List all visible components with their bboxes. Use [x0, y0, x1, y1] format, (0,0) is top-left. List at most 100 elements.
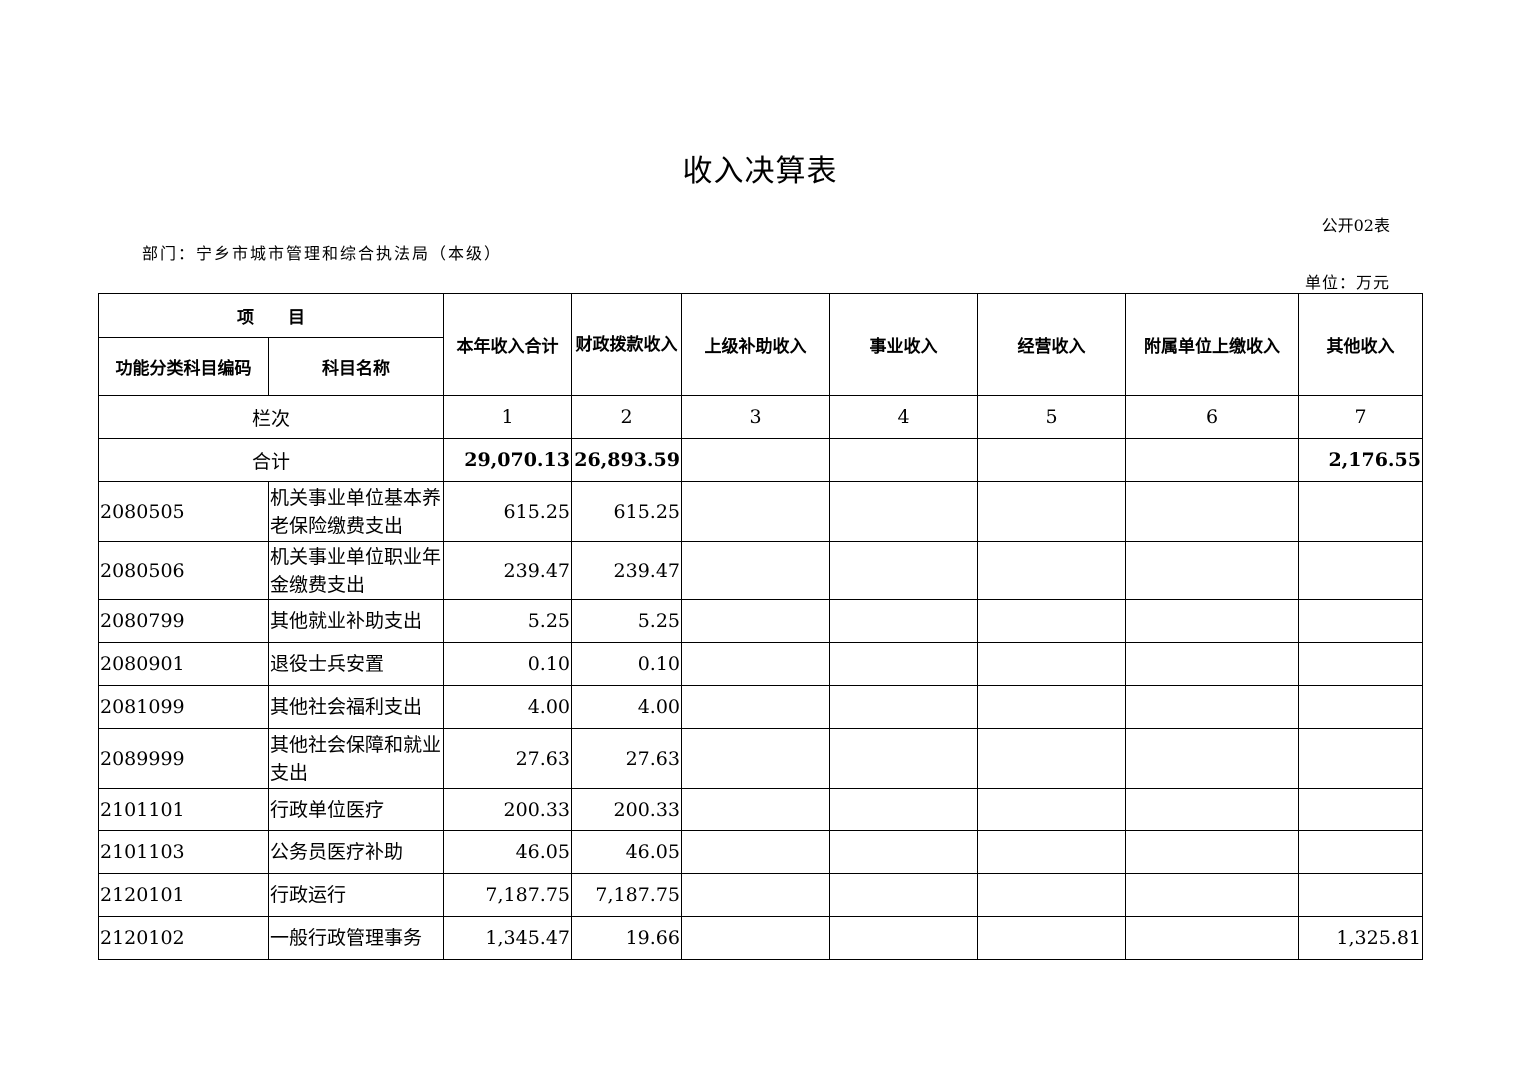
header-col-1: 本年收入合计: [443, 293, 572, 396]
row-value: [829, 916, 978, 960]
unit-label: 单位：万元: [1304, 273, 1390, 292]
row-value: [829, 685, 978, 729]
table-row: 2080506 机关事业单位职业年金缴费支出 239.47 239.47: [98, 541, 1423, 600]
row-code: 2080799: [98, 599, 269, 643]
row-name: 一般行政管理事务: [268, 916, 444, 960]
row-value: [1298, 642, 1423, 686]
row-value: [681, 873, 830, 917]
column-index: 6: [1125, 395, 1299, 439]
row-value: 0.10: [571, 642, 682, 686]
table-row: 2120102 一般行政管理事务 1,345.47 19.66 1,325.81: [98, 916, 1423, 960]
header-col-6: 附属单位上缴收入: [1125, 293, 1299, 396]
row-value: [681, 728, 830, 789]
row-name: 其他就业补助支出: [268, 599, 444, 643]
column-index: 1: [443, 395, 572, 439]
total-value: [1125, 438, 1299, 482]
header-col-3: 上级补助收入: [681, 293, 830, 396]
row-value: [1125, 685, 1299, 729]
row-value: 46.05: [443, 830, 572, 874]
row-value: [681, 541, 830, 600]
row-value: [977, 685, 1126, 729]
total-value: [977, 438, 1126, 482]
row-value: [977, 788, 1126, 831]
row-value: 27.63: [571, 728, 682, 789]
total-label: 合计: [98, 438, 444, 482]
row-value: [829, 873, 978, 917]
row-code: 2089999: [98, 728, 269, 789]
row-value: 46.05: [571, 830, 682, 874]
row-value: 200.33: [571, 788, 682, 831]
table-row: 2081099 其他社会福利支出 4.00 4.00: [98, 685, 1423, 729]
row-value: [1125, 873, 1299, 917]
row-value: [1298, 788, 1423, 831]
row-name: 机关事业单位职业年金缴费支出: [268, 541, 444, 600]
row-value: [977, 830, 1126, 874]
row-value: [1125, 916, 1299, 960]
row-value: 239.47: [571, 541, 682, 600]
row-value: [1125, 728, 1299, 789]
row-value: [681, 830, 830, 874]
department: 部门：宁乡市城市管理和综合执法局（本级）: [142, 244, 503, 263]
column-index: 5: [977, 395, 1126, 439]
row-code: 2120102: [98, 916, 269, 960]
table-row: 2080799 其他就业补助支出 5.25 5.25: [98, 599, 1423, 643]
row-value: [681, 788, 830, 831]
row-value: [829, 728, 978, 789]
row-value: [681, 642, 830, 686]
row-value: 7,187.75: [571, 873, 682, 917]
row-code: 2120101: [98, 873, 269, 917]
row-value: [681, 481, 830, 542]
total-value: 29,070.13: [443, 438, 572, 482]
row-value: [1125, 788, 1299, 831]
row-value: [977, 642, 1126, 686]
row-value: 1,345.47: [443, 916, 572, 960]
row-value: [1298, 599, 1423, 643]
row-name: 其他社会保障和就业支出: [268, 728, 444, 789]
row-value: [1298, 728, 1423, 789]
row-code: 2101103: [98, 830, 269, 874]
total-row: 合计 29,070.13 26,893.59 2,176.55: [98, 438, 1423, 482]
row-value: [829, 599, 978, 643]
table-row: 2101101 行政单位医疗 200.33 200.33: [98, 788, 1423, 831]
header-col-7: 其他收入: [1298, 293, 1423, 396]
row-value: [829, 830, 978, 874]
row-name: 公务员医疗补助: [268, 830, 444, 874]
column-index: 3: [681, 395, 830, 439]
row-code: 2081099: [98, 685, 269, 729]
income-table: 项 目 本年收入合计 财政拨款收入 上级补助收入 事业收入 经营收入 附属单位上…: [98, 293, 1423, 960]
row-value: 7,187.75: [443, 873, 572, 917]
total-value: [681, 438, 830, 482]
row-code: 2101101: [98, 788, 269, 831]
row-value: 615.25: [443, 481, 572, 542]
row-value: [977, 873, 1126, 917]
page-title: 收入决算表: [682, 154, 838, 189]
column-index: 2: [571, 395, 682, 439]
row-value: 4.00: [571, 685, 682, 729]
row-value: 239.47: [443, 541, 572, 600]
row-value: 5.25: [571, 599, 682, 643]
header-col-4: 事业收入: [829, 293, 978, 396]
row-value: [977, 599, 1126, 643]
row-value: 5.25: [443, 599, 572, 643]
row-value: [1298, 830, 1423, 874]
row-value: [1125, 481, 1299, 542]
row-value: [977, 916, 1126, 960]
row-value: [977, 481, 1126, 542]
row-name: 退役士兵安置: [268, 642, 444, 686]
row-value: [1125, 599, 1299, 643]
header-col-5: 经营收入: [977, 293, 1126, 396]
column-index-row: 栏次 1 2 3 4 5 6 7: [98, 395, 1423, 439]
header-name: 科目名称: [268, 337, 444, 396]
row-value: [977, 541, 1126, 600]
header-code: 功能分类科目编码: [98, 337, 269, 396]
row-value: [829, 481, 978, 542]
column-index-label: 栏次: [98, 395, 444, 439]
row-value: 615.25: [571, 481, 682, 542]
row-code: 2080506: [98, 541, 269, 600]
row-value: [977, 728, 1126, 789]
total-value: 2,176.55: [1298, 438, 1423, 482]
row-name: 其他社会福利支出: [268, 685, 444, 729]
row-value: [1125, 541, 1299, 600]
row-value: [1298, 685, 1423, 729]
row-value: [829, 642, 978, 686]
